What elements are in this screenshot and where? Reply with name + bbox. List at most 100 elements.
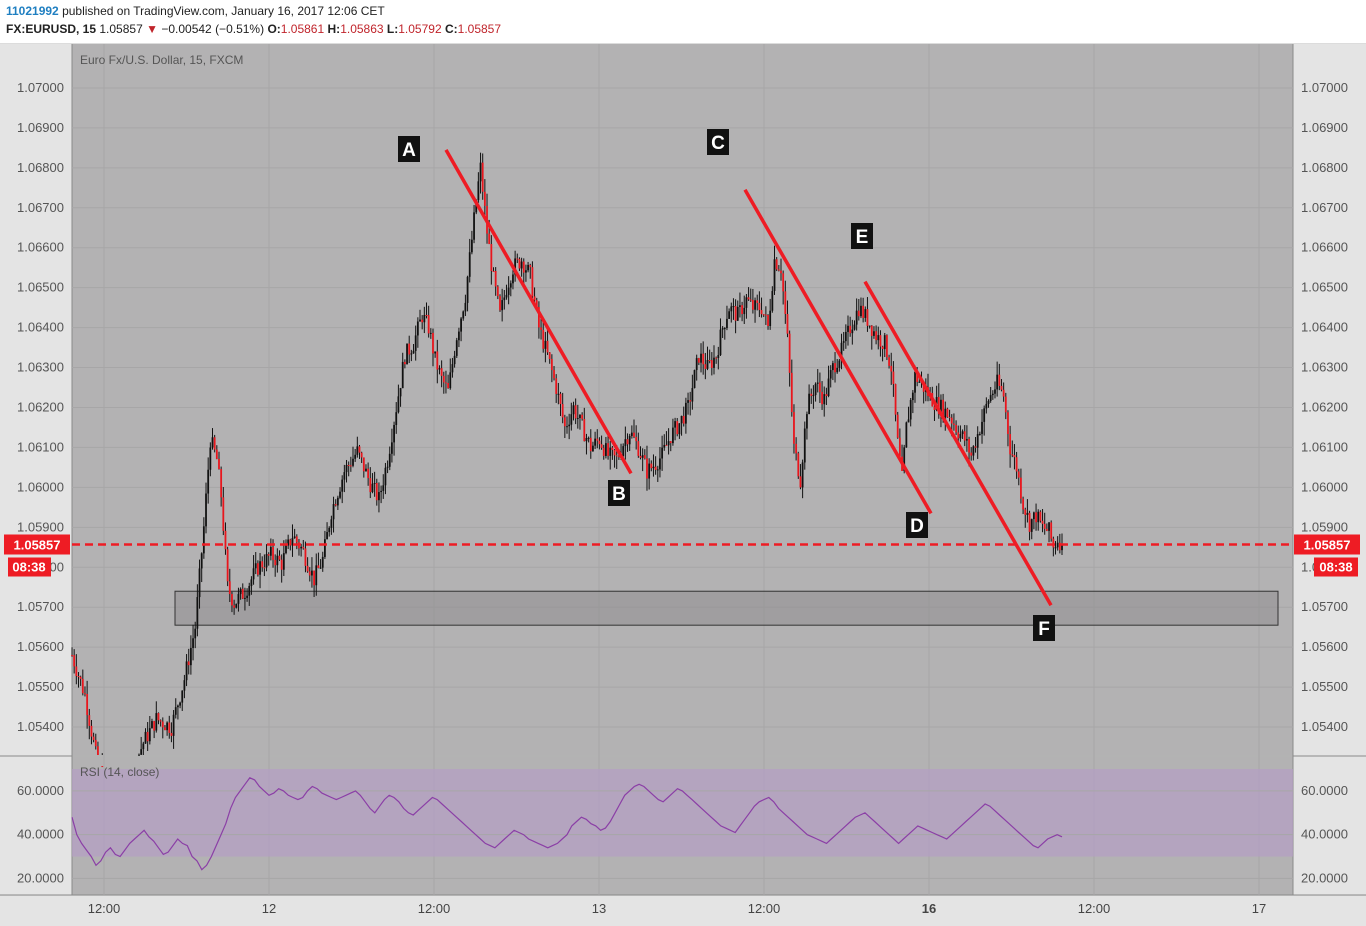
- candle-body: [196, 597, 199, 629]
- candle-body: [775, 259, 778, 270]
- rsi-line: [71, 777, 1063, 871]
- candle-body: [684, 402, 687, 424]
- candle-body: [488, 233, 491, 245]
- candle-body: [873, 331, 875, 336]
- candle-body: [622, 446, 625, 456]
- candle-body: [295, 536, 298, 543]
- candle-body: [576, 418, 579, 420]
- candle-body: [1026, 512, 1029, 515]
- candle-body: [220, 469, 223, 498]
- label-box-a: [398, 136, 420, 162]
- candle-body: [736, 306, 739, 321]
- candle-body: [983, 408, 986, 422]
- label-f: F: [1038, 619, 1050, 640]
- candle-body: [1007, 412, 1009, 435]
- trendline-a-b: [444, 148, 633, 475]
- candle-body: [678, 423, 681, 435]
- candle-body: [142, 743, 145, 750]
- candle-body: [581, 414, 584, 419]
- candle-body: [726, 318, 728, 329]
- candle-body: [512, 274, 514, 284]
- candle-body: [825, 394, 828, 397]
- candle-body: [1056, 542, 1059, 548]
- candle-body: [416, 321, 419, 336]
- x-tick-label: 12:00: [88, 901, 121, 916]
- candle-body: [159, 720, 162, 722]
- candle-body: [862, 305, 865, 318]
- candle-body: [157, 713, 160, 721]
- candle-body: [989, 395, 992, 401]
- candle-body: [276, 555, 279, 566]
- candle-body: [542, 329, 545, 349]
- candle-body: [200, 553, 203, 569]
- candle-body: [916, 371, 919, 383]
- candle-body: [319, 567, 322, 569]
- candle-body: [747, 297, 750, 300]
- rsi-tick-right: 20.0000: [1301, 870, 1348, 885]
- candle-body: [451, 364, 454, 373]
- candle-body: [907, 419, 910, 423]
- candle-body: [174, 707, 177, 715]
- candle-body: [473, 212, 475, 240]
- candle-body: [615, 455, 618, 457]
- candle-body: [211, 437, 214, 448]
- candle-body: [352, 458, 354, 466]
- candle-body: [429, 332, 432, 334]
- candle-body: [317, 565, 320, 569]
- candle-body: [343, 472, 346, 480]
- candle-body: [308, 571, 311, 576]
- symbol-label: FX:EURUSD, 15: [6, 22, 97, 36]
- candle-body: [146, 731, 149, 742]
- label-box-b: [608, 480, 630, 506]
- candle-body: [626, 439, 629, 445]
- time-axis-bg: [0, 896, 1366, 926]
- countdown-tag-left: [8, 557, 51, 577]
- candle-body: [1004, 396, 1007, 413]
- candle-body: [955, 424, 957, 433]
- candle-body: [633, 432, 635, 437]
- y-tick-label-left: 1.06500: [17, 280, 64, 295]
- candle-body: [838, 360, 841, 368]
- candle-body: [756, 300, 759, 303]
- candle-body: [222, 497, 225, 531]
- candle-body: [981, 421, 983, 434]
- ohlc-bar: FX:EURUSD, 15 1.05857 ▼ −0.00542 (−0.51%…: [6, 22, 501, 36]
- candle-body: [386, 466, 389, 468]
- candle-body: [659, 458, 661, 470]
- candle-body: [408, 343, 411, 355]
- candle-body: [248, 586, 251, 596]
- candle-body: [427, 315, 430, 334]
- candle-body: [205, 493, 207, 527]
- candle-body: [170, 732, 173, 736]
- candle-body: [367, 468, 370, 479]
- candle-body: [786, 314, 789, 334]
- candle-body: [890, 365, 893, 372]
- candle-body: [334, 504, 337, 506]
- candle-body: [483, 191, 486, 206]
- y-tick-label-left: 1.06100: [17, 439, 64, 454]
- candle-body: [432, 332, 434, 354]
- candle-body: [877, 335, 880, 341]
- candle-body: [808, 393, 810, 415]
- candle-body: [369, 478, 372, 493]
- candle-body: [207, 469, 210, 494]
- candle-body: [730, 306, 733, 312]
- candle-body: [224, 530, 227, 550]
- user-id[interactable]: 11021992: [6, 4, 59, 18]
- candle-body: [79, 676, 82, 679]
- candle-body: [976, 434, 979, 448]
- candle-body: [464, 302, 467, 312]
- candle-body: [894, 384, 897, 415]
- candle-body: [421, 319, 424, 323]
- candle-body: [544, 340, 547, 349]
- candle-body: [667, 441, 670, 446]
- candle-body: [985, 403, 988, 409]
- candle-body: [306, 565, 309, 572]
- candle-body: [447, 383, 450, 389]
- candle-body: [181, 690, 184, 703]
- candle-body: [637, 441, 640, 456]
- rsi-tick-left: 60.0000: [17, 783, 64, 798]
- rsi-tick-right: 60.0000: [1301, 783, 1348, 798]
- candle-body: [823, 394, 826, 405]
